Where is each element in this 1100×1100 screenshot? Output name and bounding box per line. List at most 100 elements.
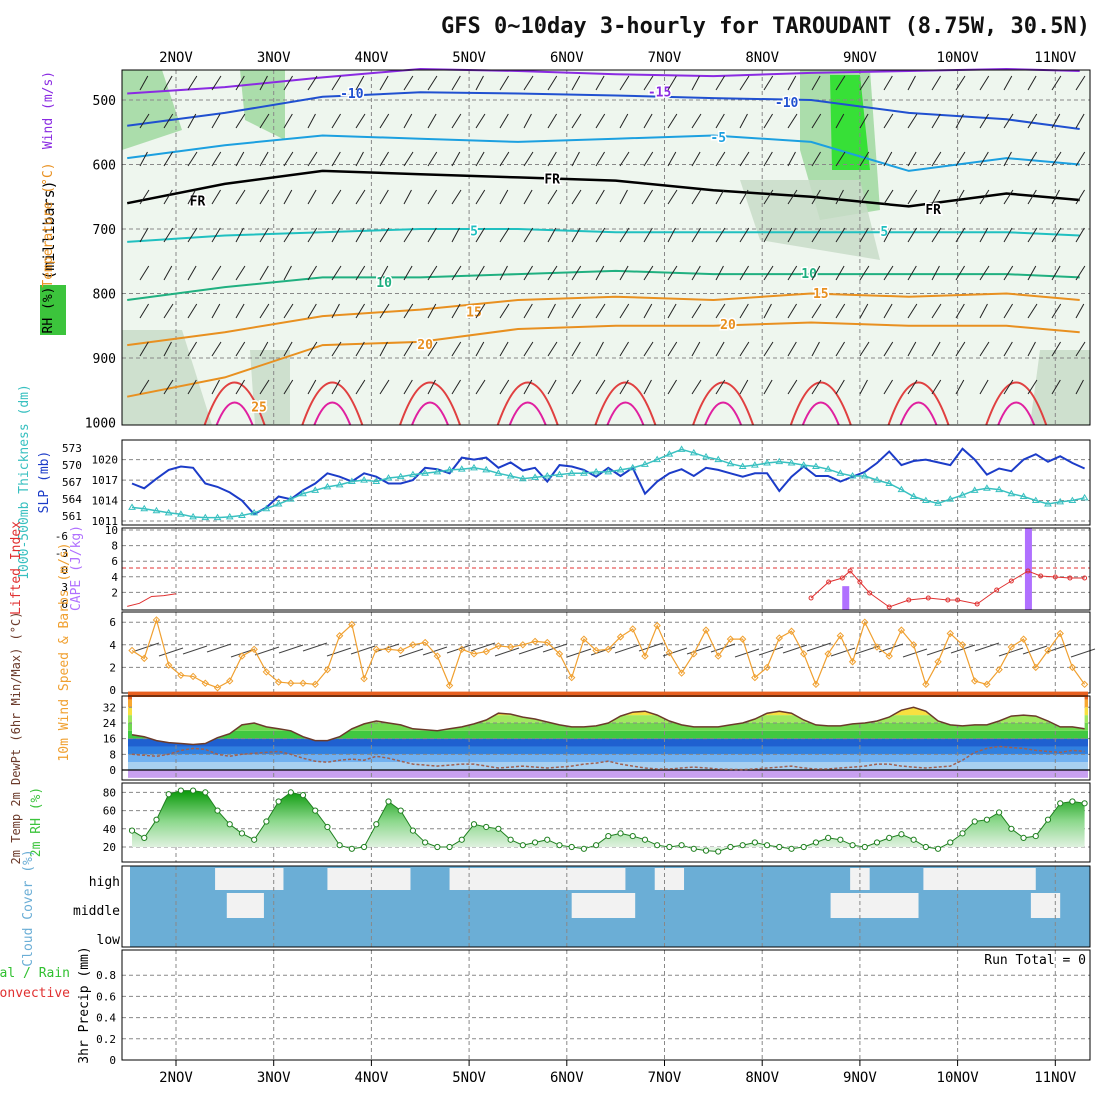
cloud-level-middle: middle bbox=[73, 904, 120, 919]
wind-barb bbox=[1051, 151, 1062, 167]
temp-arch bbox=[508, 401, 547, 426]
date-label-bottom: 6NOV bbox=[550, 1070, 584, 1086]
wind-barb bbox=[547, 113, 557, 129]
thickness-marker bbox=[836, 469, 845, 476]
thickness-marker bbox=[604, 467, 613, 475]
wind-barb bbox=[259, 113, 270, 129]
wind-barb bbox=[1075, 189, 1085, 205]
wind-barb bbox=[163, 341, 172, 357]
wind-barb bbox=[139, 189, 150, 205]
temp-arch bbox=[997, 401, 1036, 426]
wind-barb bbox=[763, 151, 773, 167]
contour-label: 15 bbox=[813, 287, 829, 302]
wind-barb bbox=[163, 151, 173, 167]
cloud-clear-high bbox=[449, 868, 626, 890]
wind-barb bbox=[355, 227, 365, 243]
wind-speed-marker bbox=[934, 658, 942, 666]
wind-speed-marker bbox=[922, 680, 930, 689]
wind-speed-marker bbox=[970, 677, 979, 685]
rh-marker bbox=[373, 821, 380, 828]
wind-barb bbox=[979, 113, 989, 129]
wind-tick: 2 bbox=[109, 661, 116, 674]
wind-barb bbox=[595, 303, 606, 319]
wind-barb bbox=[187, 341, 197, 357]
wind-barb bbox=[811, 341, 820, 357]
wind-barb bbox=[163, 265, 173, 281]
wind-barb bbox=[1051, 265, 1061, 281]
temp-tick: 8 bbox=[109, 748, 116, 761]
wind-barb bbox=[1075, 379, 1084, 395]
wind-barb bbox=[1075, 113, 1085, 129]
wind-speed-marker bbox=[604, 645, 613, 654]
thickness-marker bbox=[177, 510, 185, 517]
wind-barb-10m bbox=[518, 645, 544, 655]
temp-tick: 0 bbox=[109, 764, 116, 777]
rh-marker bbox=[251, 836, 258, 843]
temperature-legend-label: Temperature (°C) bbox=[41, 162, 56, 287]
wind-barb bbox=[1075, 265, 1086, 281]
li-marker bbox=[994, 587, 1000, 593]
thickness-marker bbox=[934, 499, 942, 506]
rh-marker bbox=[153, 816, 160, 823]
wind-barb bbox=[1075, 75, 1086, 91]
wind-barb bbox=[691, 303, 702, 319]
wind-barb bbox=[211, 379, 220, 395]
upper-y-axis-label: (millibars) bbox=[40, 180, 58, 279]
rh-frame bbox=[121, 782, 1091, 863]
wind-barb-10m bbox=[278, 644, 304, 654]
thickness-marker bbox=[995, 485, 1004, 493]
wind-barb bbox=[331, 113, 341, 129]
rh-marker bbox=[519, 842, 526, 849]
wind-barb bbox=[523, 227, 534, 243]
rh-marker bbox=[1081, 800, 1088, 807]
panel-cloud: high middle low Cloud Cover (%) bbox=[21, 849, 1091, 967]
wind-speed-marker bbox=[409, 641, 417, 649]
wind-barb bbox=[283, 379, 294, 395]
temp-contour-FR bbox=[126, 169, 1080, 208]
rh-marker bbox=[690, 845, 697, 852]
wind-barb bbox=[787, 75, 797, 91]
rh-marker bbox=[715, 848, 722, 855]
rh-marker bbox=[263, 818, 270, 825]
wind-barb-10m bbox=[1022, 645, 1048, 655]
wind-barb bbox=[139, 265, 150, 281]
wind-barb bbox=[571, 379, 582, 395]
wind-barb-10m bbox=[998, 647, 1024, 657]
wind-barb bbox=[787, 341, 797, 357]
wind-barb bbox=[835, 227, 846, 243]
rh-marker bbox=[312, 807, 319, 814]
rh-marker bbox=[287, 789, 294, 796]
wind-barb bbox=[811, 379, 822, 395]
date-label-bottom: 10NOV bbox=[937, 1070, 980, 1086]
precip-tick: 0.4 bbox=[96, 1012, 116, 1025]
cape-tick: 4 bbox=[111, 571, 118, 584]
wind-barb bbox=[811, 75, 821, 91]
wind-barb bbox=[475, 265, 485, 281]
wind-barb bbox=[595, 151, 605, 167]
wind-speed-marker bbox=[226, 677, 234, 685]
wind-barb bbox=[667, 379, 677, 395]
li-marker bbox=[867, 590, 873, 596]
wind-speed-marker bbox=[519, 641, 527, 649]
rh-marker bbox=[922, 843, 929, 851]
wind-speed-marker bbox=[372, 645, 380, 654]
wind-barb-10m bbox=[950, 644, 976, 654]
contour-label: 15 bbox=[466, 306, 482, 321]
wind-barb bbox=[715, 75, 725, 91]
rh-marker bbox=[702, 847, 710, 854]
wind-barb bbox=[643, 151, 654, 167]
wind-barb bbox=[667, 113, 678, 129]
wind-legend-label: Wind (m/s) bbox=[41, 71, 56, 149]
wind-barb bbox=[499, 341, 509, 357]
wind-barb-10m bbox=[854, 645, 880, 655]
thickness-marker bbox=[396, 472, 405, 480]
wind-barb bbox=[475, 113, 486, 129]
cloud-clear-high bbox=[654, 868, 685, 890]
wind-barb bbox=[235, 189, 246, 205]
wind-barb bbox=[259, 151, 269, 167]
wind-barb bbox=[1003, 151, 1012, 167]
temp-arch bbox=[313, 401, 352, 426]
cloud-clear-high bbox=[327, 868, 411, 890]
wind-barb bbox=[835, 151, 846, 167]
rh-marker bbox=[226, 821, 233, 828]
